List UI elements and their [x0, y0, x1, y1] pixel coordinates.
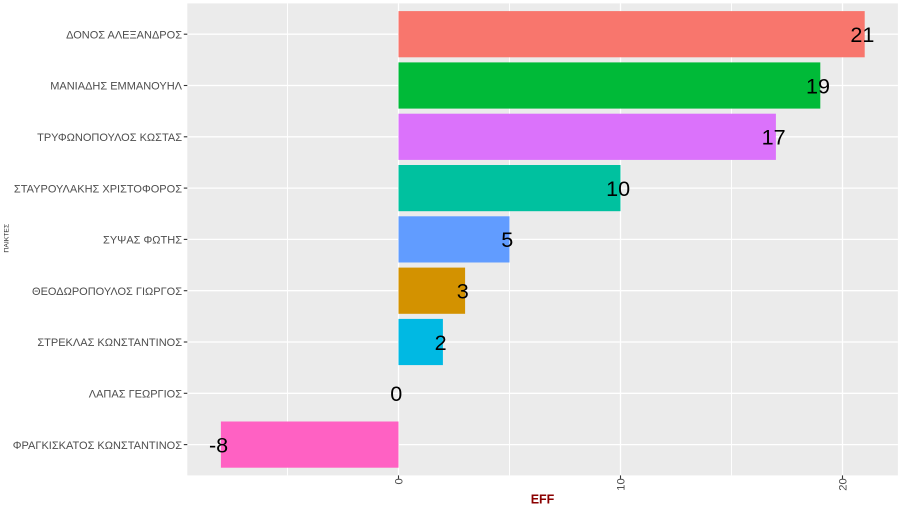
svg-text:ΣΥΨΑΣ ΦΩΤΗΣ: ΣΥΨΑΣ ΦΩΤΗΣ — [103, 235, 182, 247]
svg-text:ΣΤΡΕΚΛΑΣ ΚΩΝΣΤΑΝΤΙΝΟΣ: ΣΤΡΕΚΛΑΣ ΚΩΝΣΤΑΝΤΙΝΟΣ — [37, 337, 182, 349]
svg-text:ΘΕΟΔΩΡΟΠΟΥΛΟΣ ΓΙΩΡΓΟΣ: ΘΕΟΔΩΡΟΠΟΥΛΟΣ ΓΙΩΡΓΟΣ — [32, 286, 182, 298]
svg-text:EFF: EFF — [531, 493, 555, 507]
svg-text:ΤΡΥΦΩΝΟΠΟΥΛΟΣ ΚΩΣΤΑΣ: ΤΡΥΦΩΝΟΠΟΥΛΟΣ ΚΩΣΤΑΣ — [37, 132, 182, 144]
svg-text:0: 0 — [394, 478, 406, 484]
svg-text:19: 19 — [806, 73, 830, 98]
svg-text:2: 2 — [435, 330, 447, 355]
svg-text:0: 0 — [390, 381, 402, 406]
svg-text:ΛΑΠΑΣ ΓΕΩΡΓΙΟΣ: ΛΑΠΑΣ ΓΕΩΡΓΙΟΣ — [89, 389, 182, 401]
svg-text:17: 17 — [762, 125, 786, 150]
svg-text:10: 10 — [616, 478, 628, 490]
svg-text:20: 20 — [838, 478, 850, 490]
svg-text:10: 10 — [606, 176, 630, 201]
svg-text:3: 3 — [457, 279, 469, 304]
svg-text:ΣΤΑΥΡΟΥΛΑΚΗΣ ΧΡΙΣΤΟΦΟΡΟΣ: ΣΤΑΥΡΟΥΛΑΚΗΣ ΧΡΙΣΤΟΦΟΡΟΣ — [14, 183, 182, 195]
svg-text:ΦΡΑΓΚΙΣΚΑΤΟΣ ΚΩΝΣΤΑΝΤΙΝΟΣ: ΦΡΑΓΚΙΣΚΑΤΟΣ ΚΩΝΣΤΑΝΤΙΝΟΣ — [13, 440, 182, 452]
svg-text:ΔΟΝΟΣ ΑΛΕΞΑΝΔΡΟΣ: ΔΟΝΟΣ ΑΛΕΞΑΝΔΡΟΣ — [66, 29, 182, 41]
svg-text:ΜΑΝΙΑΔΗΣ ΕΜΜΑΝΟΥΗΛ: ΜΑΝΙΑΔΗΣ ΕΜΜΑΝΟΥΗΛ — [50, 81, 182, 93]
svg-text:5: 5 — [501, 227, 513, 252]
svg-text:-8: -8 — [209, 432, 228, 457]
svg-text:ΠΑΙΚΤΕΣ: ΠΑΙΚΤΕΣ — [4, 224, 11, 253]
svg-text:21: 21 — [850, 22, 874, 47]
